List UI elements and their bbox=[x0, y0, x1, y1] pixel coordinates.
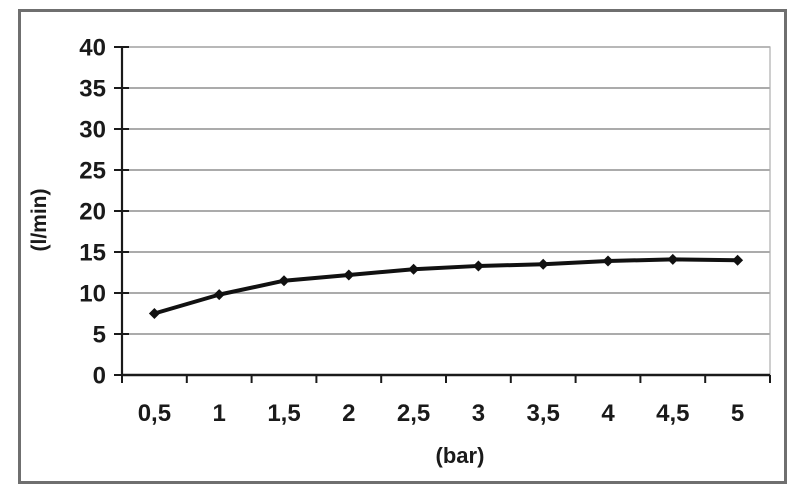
data-point-marker-3,5 bbox=[537, 258, 549, 270]
x-axis-title: (bar) bbox=[436, 443, 485, 468]
y-tick-label-15: 15 bbox=[79, 240, 106, 267]
data-point-marker-0,5 bbox=[148, 308, 160, 319]
y-tick-label-40: 40 bbox=[79, 35, 106, 62]
y-axis-title: (l/min) bbox=[28, 189, 51, 252]
x-tick-label-5: 5 bbox=[731, 400, 744, 427]
data-point-marker-2 bbox=[343, 269, 355, 281]
data-point-marker-1,5 bbox=[278, 275, 290, 287]
x-tick-label-3: 3 bbox=[472, 400, 485, 427]
data-point-marker-3 bbox=[472, 260, 484, 272]
data-point-marker-4 bbox=[602, 255, 614, 267]
series-line bbox=[152, 257, 740, 316]
y-tick-label-20: 20 bbox=[79, 199, 106, 226]
data-point-marker-2,5 bbox=[408, 263, 420, 275]
x-tick-label-1,5: 1,5 bbox=[267, 400, 300, 427]
y-tick-label-5: 5 bbox=[93, 322, 106, 349]
x-tick-label-3,5: 3,5 bbox=[527, 400, 560, 427]
y-tick-label-10: 10 bbox=[79, 281, 106, 308]
data-point-marker-1 bbox=[213, 289, 225, 301]
y-tick-label-30: 30 bbox=[79, 117, 106, 144]
y-tick-label-25: 25 bbox=[79, 158, 106, 185]
y-tick-label-0: 0 bbox=[93, 363, 106, 390]
x-tick-label-4,5: 4,5 bbox=[656, 400, 689, 427]
x-tick-label-4: 4 bbox=[601, 400, 615, 427]
x-tick-label-1: 1 bbox=[213, 400, 226, 427]
x-tick-label-2: 2 bbox=[342, 400, 355, 427]
y-tick-label-35: 35 bbox=[79, 76, 106, 103]
data-point-marker-5 bbox=[732, 254, 744, 266]
x-tick-label-2,5: 2,5 bbox=[397, 400, 430, 427]
x-tick-label-0,5: 0,5 bbox=[138, 400, 171, 427]
data-point-marker-4,5 bbox=[667, 253, 679, 265]
